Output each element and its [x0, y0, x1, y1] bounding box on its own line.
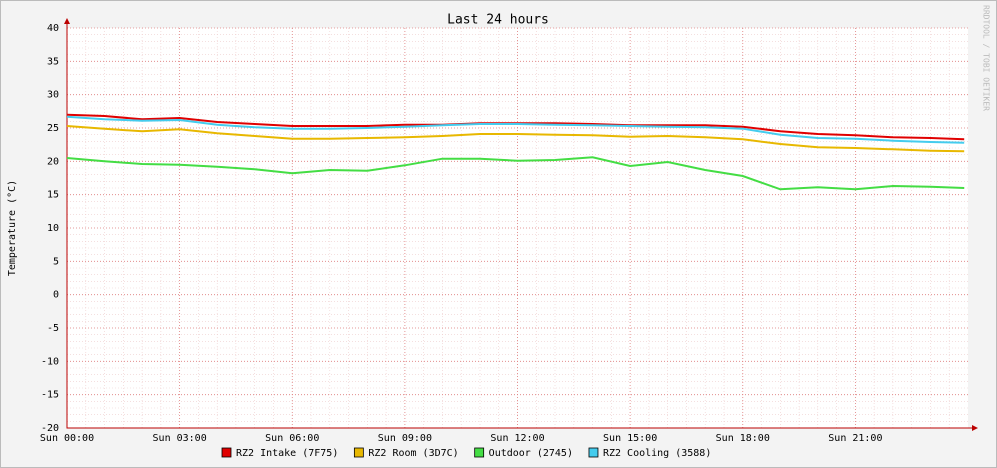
legend-label: RZ2 Intake (7F75)	[236, 448, 338, 459]
y-tick-label: 40	[47, 23, 59, 34]
legend-swatch	[221, 447, 232, 458]
series-line	[66, 115, 965, 144]
series-line	[66, 156, 965, 191]
y-tick-label: -10	[41, 356, 59, 367]
legend-label: RZ2 Cooling (3588)	[603, 448, 711, 459]
y-axis-label: Temperature (°C)	[7, 180, 18, 276]
y-tick-label: -20	[41, 423, 59, 434]
y-tick-label: -5	[47, 323, 59, 334]
y-tick-label: -15	[41, 390, 59, 401]
x-tick-label: Sun 18:00	[716, 433, 770, 444]
x-tick-label: Sun 06:00	[265, 433, 319, 444]
chart-title: Last 24 hours	[447, 13, 549, 28]
x-tick-label: Sun 15:00	[603, 433, 657, 444]
y-tick-label: 15	[47, 190, 59, 201]
y-tick-label: 20	[47, 156, 59, 167]
legend-swatch	[474, 447, 485, 458]
legend-label: RZ2 Room (3D7C)	[368, 448, 458, 459]
legend-label: Outdoor (2745)	[489, 448, 573, 459]
x-tick-label: Sun 00:00	[40, 433, 94, 444]
x-tick-label: Sun 21:00	[828, 433, 882, 444]
x-tick-label: Sun 03:00	[153, 433, 207, 444]
legend-swatch	[353, 447, 364, 458]
legend-swatch	[588, 447, 599, 458]
x-tick-label: Sun 12:00	[490, 433, 544, 444]
y-tick-label: 35	[47, 56, 59, 67]
series-line	[66, 125, 965, 153]
y-tick-label: 25	[47, 123, 59, 134]
x-tick-label: Sun 09:00	[378, 433, 432, 444]
y-tick-label: 30	[47, 90, 59, 101]
axes	[66, 20, 974, 429]
y-tick-label: 10	[47, 223, 59, 234]
y-tick-label: 5	[53, 256, 59, 267]
y-tick-label: 0	[53, 290, 59, 301]
watermark: RRDTOOL / TOBI OETIKER	[982, 5, 991, 111]
